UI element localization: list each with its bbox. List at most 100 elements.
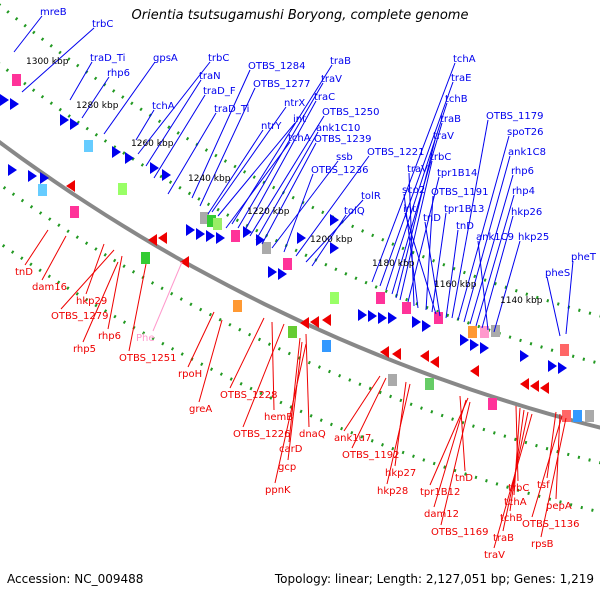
forward-strand-arrow	[125, 152, 134, 164]
feature-box	[84, 140, 93, 152]
forward-gene-label: hkp26	[511, 207, 542, 218]
reverse-strand-arrow	[430, 356, 439, 368]
forward-gene-label: ank1C8	[508, 147, 546, 158]
forward-gene-label: traD_F	[203, 86, 236, 97]
forward-gene-leader	[211, 106, 287, 213]
forward-gene-label: rhp6	[107, 68, 130, 79]
forward-gene-leader	[305, 199, 364, 263]
reverse-gene-leader	[531, 415, 563, 518]
forward-gene-leader	[103, 61, 156, 135]
forward-gene-label: mreB	[40, 7, 67, 18]
reverse-gene-label: OTBS_1192	[342, 450, 399, 461]
forward-strand-arrow	[0, 94, 9, 106]
forward-gene-leader	[477, 240, 489, 331]
forward-gene-leader	[391, 122, 443, 295]
forward-strand-arrow	[412, 316, 421, 328]
reverse-gene-label: tsf	[537, 480, 550, 491]
forward-gene-label: tchA	[453, 54, 476, 65]
forward-gene-leader	[431, 212, 447, 313]
forward-gene-leader	[135, 109, 155, 141]
forward-gene-leader	[243, 100, 317, 233]
forward-gene-label: tnD	[423, 213, 441, 224]
forward-gene-leader	[475, 194, 515, 327]
forward-gene-label: OTBS_1284	[248, 61, 305, 72]
forward-strand-arrow	[480, 342, 489, 354]
accession-text: Accession: NC_009488	[7, 572, 144, 586]
feature-box	[38, 184, 47, 196]
feature-box	[488, 398, 497, 410]
reverse-gene-label: dnaQ	[299, 429, 326, 440]
reverse-strand-arrow	[380, 346, 389, 358]
tick-label: 1280 kbp	[76, 101, 119, 111]
reverse-gene-label: ppnK	[265, 485, 291, 496]
forward-gene-leader	[261, 142, 317, 245]
forward-gene-label: tolQ	[344, 206, 365, 217]
forward-gene-leader	[481, 215, 514, 329]
reverse-gene-label: rhp6	[98, 331, 121, 342]
forward-gene-leader	[69, 61, 93, 101]
reverse-gene-label: gcp	[278, 462, 296, 473]
forward-gene-leader	[379, 81, 454, 287]
forward-strand-arrow	[388, 312, 397, 324]
trna-labels-layer: Phe	[136, 261, 183, 344]
forward-strand-arrow	[186, 224, 195, 236]
reverse-strand-arrow	[392, 348, 401, 360]
forward-strand-arrow	[40, 172, 49, 184]
reverse-gene-leader	[271, 321, 275, 411]
reverse-gene-label: traV	[484, 550, 505, 561]
feature-box	[322, 340, 331, 352]
forward-gene-leader	[153, 94, 206, 179]
forward-gene-leader	[295, 155, 370, 257]
tick-labels-layer: 1300 kbp 1280 kbp 1260 kbp 1240 kbp 1220 kbp…	[26, 57, 543, 306]
forward-gene-label: OTBS_1221	[367, 147, 424, 158]
forward-gene-label: trbC	[430, 152, 451, 163]
forward-gene-label: ntrY	[261, 121, 282, 132]
feature-box	[434, 312, 443, 324]
forward-gene-label: traN	[199, 71, 221, 82]
map-title: Orientia tsutsugamushi Boryong, complete…	[131, 8, 469, 23]
reverse-gene-leader	[351, 377, 387, 449]
forward-gene-label: tnD	[456, 221, 474, 232]
forward-gene-leader	[371, 62, 456, 283]
forward-gene-leader	[167, 112, 217, 195]
reverse-gene-label: traB	[493, 533, 514, 544]
forward-gene-label: sco2	[402, 185, 425, 196]
forward-strand-arrow	[330, 214, 339, 226]
feature-box	[200, 212, 209, 224]
feature-box	[402, 302, 411, 314]
reverse-gene-leader	[513, 407, 521, 496]
trna-label: Phe	[136, 333, 155, 344]
reverse-gene-label: dam16	[32, 282, 67, 293]
forward-gene-leader	[145, 79, 202, 167]
reverse-gene-leader	[187, 311, 215, 368]
forward-strand-arrow	[216, 232, 225, 244]
tick-label: 1200 kbp	[310, 235, 353, 245]
forward-gene-leader	[199, 87, 256, 207]
forward-gene-leader	[403, 193, 419, 309]
reverse-gene-leader	[85, 243, 105, 295]
forward-gene-label: OTBS_1250	[322, 107, 379, 118]
forward-gene-leader	[424, 221, 441, 317]
forward-gene-label: ntrX	[284, 98, 305, 109]
reverse-gene-leader	[546, 411, 557, 479]
reverse-gene-leader	[433, 399, 467, 508]
tick-label: 1240 kbp	[188, 174, 231, 184]
forward-strand-arrow	[28, 170, 37, 182]
reverse-gene-leader	[60, 249, 115, 310]
tick-label: 1220 kbp	[247, 207, 290, 217]
reverse-strand-arrow	[530, 380, 539, 392]
forward-gene-label: trbC	[92, 19, 113, 30]
forward-strand-arrow	[558, 362, 567, 374]
forward-gene-label: traV	[407, 164, 428, 175]
forward-gene-leader	[81, 76, 110, 119]
feature-box	[560, 344, 569, 356]
reverse-gene-label: OTBS_1136	[522, 519, 579, 530]
forward-gene-label: OTBS_1191	[431, 187, 488, 198]
reverse-gene-label: pepA	[546, 501, 572, 512]
forward-gene-leader	[21, 27, 95, 93]
reverse-strand-arrow	[158, 232, 167, 244]
reverse-strand-arrow	[66, 180, 75, 192]
reverse-gene-leader	[229, 317, 265, 389]
